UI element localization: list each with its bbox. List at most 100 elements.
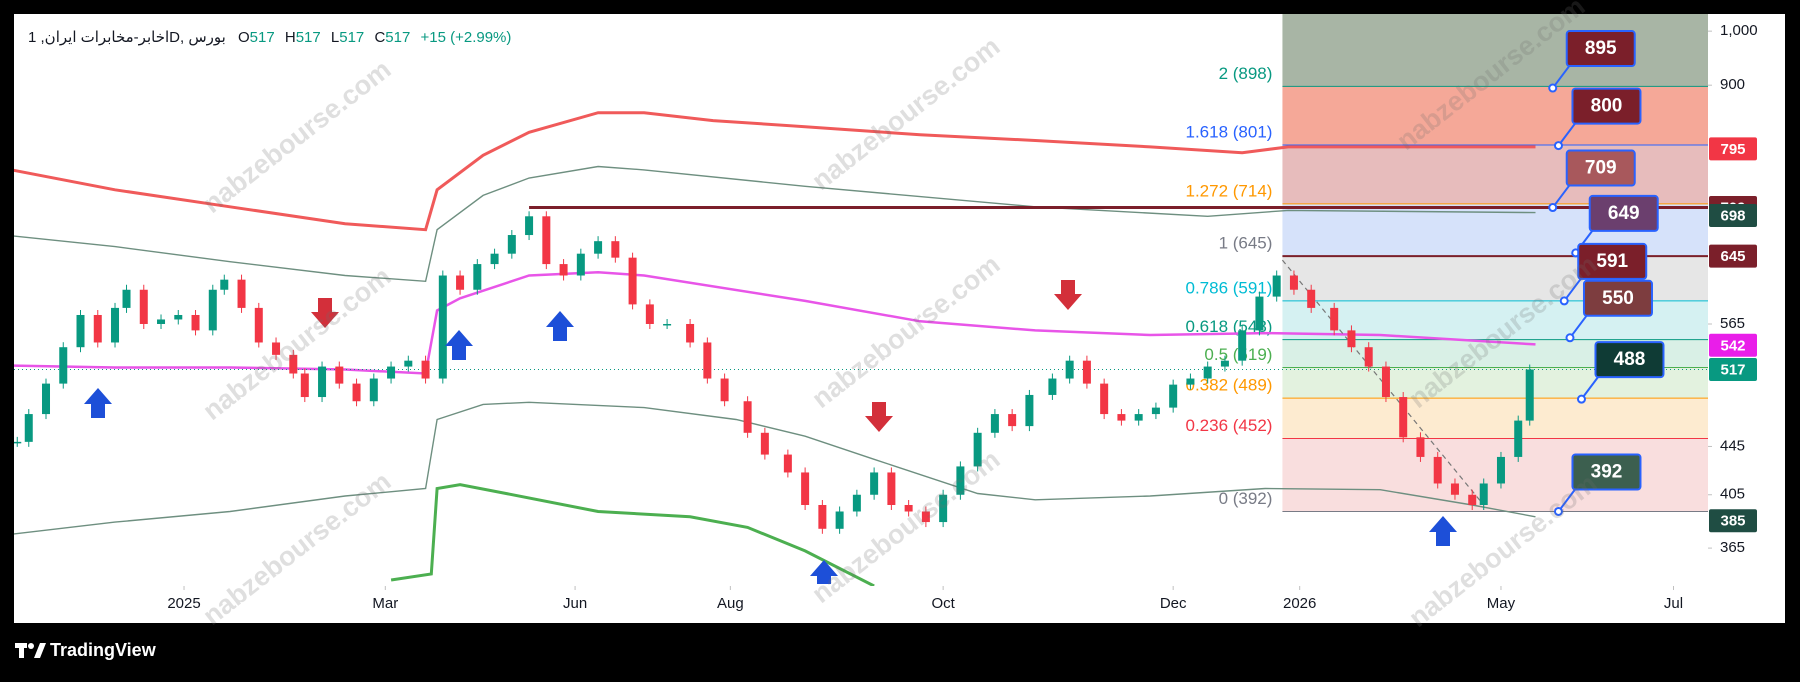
ohlc-value: 517 [296, 29, 321, 46]
fib-label: 0.618 (548) [1185, 317, 1272, 336]
candle [1008, 414, 1017, 427]
candle [1307, 289, 1316, 308]
candle [335, 366, 344, 384]
callout-label: 895 [1585, 38, 1617, 59]
candle [703, 342, 712, 379]
candle [1289, 275, 1298, 290]
candle [1330, 307, 1339, 331]
callout-box [1565, 30, 1636, 68]
candle [42, 383, 51, 415]
candle [1169, 384, 1178, 408]
price-badge-label: 645 [1720, 248, 1745, 265]
x-tick-label: Mar [372, 595, 398, 612]
candle [1203, 366, 1212, 379]
candle [835, 511, 844, 529]
candle [387, 366, 396, 379]
candle [369, 378, 378, 402]
fib-label: 0.382 (489) [1185, 376, 1272, 395]
fib-label: 0 (392) [1219, 489, 1273, 508]
sell-arrow [1054, 280, 1082, 310]
candle [1468, 494, 1477, 505]
ohlc-label: O [238, 29, 250, 46]
buy-arrow [1429, 516, 1457, 546]
candle [1272, 275, 1281, 297]
candle [490, 253, 499, 265]
candle [1025, 394, 1034, 427]
indicator-line [14, 270, 1536, 375]
indicator-line [14, 401, 1536, 535]
price-badge [1709, 509, 1757, 533]
candle [1048, 378, 1057, 395]
ohlc-label: L [331, 29, 339, 46]
candle [870, 472, 879, 495]
candle [686, 323, 695, 343]
ohlc-label: H [285, 29, 296, 46]
x-tick-label: May [1487, 595, 1516, 612]
candle [1399, 397, 1408, 438]
header: اخابر-مخابرات ایران, 1D, بورس O517 H517 … [28, 29, 511, 46]
ohlc-label: C [374, 29, 385, 46]
candle [559, 264, 568, 276]
candle [1416, 437, 1425, 457]
logo-part [19, 643, 24, 658]
candle [289, 354, 298, 374]
callout-connector [1569, 313, 1589, 339]
candle [973, 432, 982, 467]
candle [887, 472, 896, 505]
callout-anchor [1553, 506, 1563, 516]
callout-label: 800 [1591, 96, 1623, 117]
fib-zone [1282, 398, 1708, 439]
candle [1525, 369, 1534, 421]
callout-label: 550 [1602, 288, 1634, 309]
callout-box [1571, 453, 1642, 491]
candle [1433, 456, 1442, 484]
trend-line [1281, 259, 1485, 506]
indicator-line [14, 165, 1536, 283]
fib-zone [1282, 144, 1708, 204]
candle [254, 307, 263, 343]
callout-box [1594, 341, 1665, 379]
candle [220, 279, 229, 290]
candle [24, 414, 33, 442]
candle [352, 383, 361, 402]
candle [783, 454, 792, 473]
callout-connector [1557, 486, 1578, 513]
candle [14, 441, 22, 444]
candle [174, 314, 183, 320]
fib-label: 1.618 (801) [1185, 122, 1272, 141]
candle [1220, 360, 1229, 367]
y-tick-label: 365 [1720, 539, 1745, 556]
candle [1082, 360, 1091, 384]
y-tick-label: 900 [1720, 76, 1745, 93]
x-tick-label: 2026 [1283, 595, 1316, 612]
candle [1347, 330, 1356, 348]
candle [139, 289, 148, 324]
candle [404, 360, 413, 367]
candle [525, 216, 534, 236]
indicator-line [390, 483, 875, 586]
symbol: اخابر-مخابرات ایران, 1D, بورس [28, 29, 226, 46]
fib-label: 0.786 (591) [1185, 278, 1272, 297]
change: +15 [420, 29, 445, 46]
ohlc-value: 517 [339, 29, 364, 46]
price-badge [1709, 358, 1757, 382]
buy-arrow [810, 560, 838, 584]
callout-label: 649 [1608, 203, 1640, 224]
price-badge [1709, 137, 1757, 161]
x-tick-label: Jun [563, 595, 587, 612]
callout-label: 591 [1596, 251, 1628, 272]
candle [1065, 360, 1074, 379]
candle [421, 360, 430, 379]
candle [76, 314, 85, 348]
fib-label: 1.272 (714) [1185, 181, 1272, 200]
candle [208, 289, 217, 331]
candle [1496, 456, 1505, 484]
fib-zone [1282, 86, 1708, 145]
candle [904, 504, 913, 512]
price-badge [1709, 244, 1757, 268]
candle [1238, 330, 1247, 361]
price-badge-label: 795 [1720, 141, 1745, 158]
ohlc-value: 517 [250, 29, 275, 46]
